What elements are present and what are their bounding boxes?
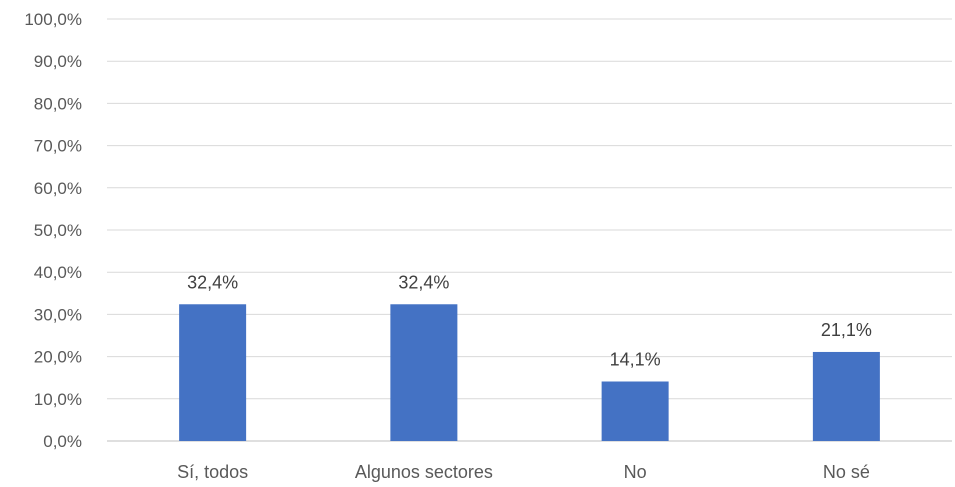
y-tick-label: 30,0% xyxy=(34,305,82,324)
y-tick-label: 0,0% xyxy=(43,432,82,451)
y-tick-label: 90,0% xyxy=(34,52,82,71)
y-axis-tick-labels: 0,0% 10,0% 20,0% 30,0% 40,0% 50,0% 60,0% 70,0% 8… xyxy=(24,10,82,451)
category-label: No xyxy=(624,462,647,482)
y-tick-label: 100,0% xyxy=(24,10,82,29)
bar xyxy=(601,381,669,441)
y-tick-label: 40,0% xyxy=(34,263,82,282)
data-label: 32,4% xyxy=(398,272,449,292)
y-tick-label: 60,0% xyxy=(34,179,82,198)
data-labels: 32,4% 32,4% 14,1% 21,1% xyxy=(187,272,872,369)
bar xyxy=(812,351,880,441)
bar xyxy=(390,304,458,441)
y-tick-label: 50,0% xyxy=(34,221,82,240)
y-tick-label: 10,0% xyxy=(34,390,82,409)
bars xyxy=(179,304,880,441)
data-label: 21,1% xyxy=(821,320,872,340)
category-label: Algunos sectores xyxy=(355,462,493,482)
y-tick-label: 20,0% xyxy=(34,348,82,367)
y-tick-label: 70,0% xyxy=(34,137,82,156)
category-label: Sí, todos xyxy=(177,462,248,482)
y-tick-label: 80,0% xyxy=(34,94,82,113)
data-label: 32,4% xyxy=(187,272,238,292)
bar xyxy=(179,304,247,441)
x-axis-category-labels: Sí, todos Algunos sectores No No sé xyxy=(177,462,870,482)
gridlines xyxy=(107,18,952,442)
category-label: No sé xyxy=(823,462,870,482)
data-label: 14,1% xyxy=(610,349,661,369)
